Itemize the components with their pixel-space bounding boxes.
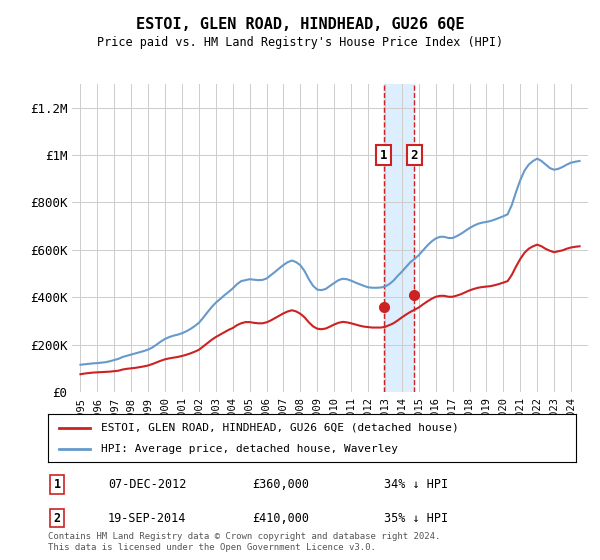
- Text: 19-SEP-2014: 19-SEP-2014: [108, 511, 187, 525]
- Text: 2: 2: [410, 148, 418, 162]
- Text: Price paid vs. HM Land Registry's House Price Index (HPI): Price paid vs. HM Land Registry's House …: [97, 36, 503, 49]
- Text: 34% ↓ HPI: 34% ↓ HPI: [384, 478, 448, 491]
- Text: ESTOI, GLEN ROAD, HINDHEAD, GU26 6QE: ESTOI, GLEN ROAD, HINDHEAD, GU26 6QE: [136, 17, 464, 32]
- Text: £410,000: £410,000: [252, 511, 309, 525]
- Text: Contains HM Land Registry data © Crown copyright and database right 2024.
This d: Contains HM Land Registry data © Crown c…: [48, 532, 440, 552]
- Text: £360,000: £360,000: [252, 478, 309, 491]
- Text: 35% ↓ HPI: 35% ↓ HPI: [384, 511, 448, 525]
- Text: 1: 1: [53, 478, 61, 491]
- Text: ESTOI, GLEN ROAD, HINDHEAD, GU26 6QE (detached house): ESTOI, GLEN ROAD, HINDHEAD, GU26 6QE (de…: [101, 423, 458, 433]
- Text: HPI: Average price, detached house, Waverley: HPI: Average price, detached house, Wave…: [101, 444, 398, 454]
- Text: 1: 1: [380, 148, 388, 162]
- Text: 07-DEC-2012: 07-DEC-2012: [108, 478, 187, 491]
- Text: 2: 2: [53, 511, 61, 525]
- Bar: [383, 84, 414, 392]
